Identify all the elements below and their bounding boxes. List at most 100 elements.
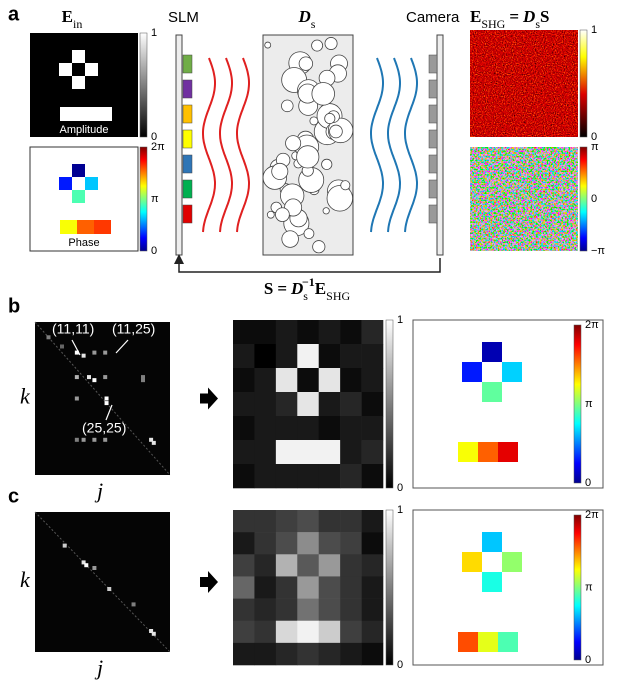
pixel bbox=[233, 416, 255, 441]
colorbar bbox=[573, 324, 582, 484]
pixel bbox=[361, 642, 384, 666]
camera-pixel bbox=[428, 129, 438, 149]
pixel bbox=[297, 620, 320, 644]
scatterer bbox=[303, 228, 315, 240]
slm-panel bbox=[175, 34, 183, 256]
pixel bbox=[361, 416, 384, 441]
matrix-element bbox=[107, 587, 112, 591]
pixel bbox=[275, 464, 298, 489]
annotation-pointer bbox=[71, 339, 81, 356]
pixel bbox=[340, 392, 362, 417]
pixel bbox=[59, 63, 72, 76]
wave bbox=[236, 57, 250, 233]
pixel bbox=[361, 392, 384, 417]
s-equation: S = Ds−1ESHG bbox=[264, 275, 351, 303]
pixel bbox=[318, 510, 341, 533]
pixel bbox=[233, 464, 255, 489]
pixel bbox=[318, 344, 341, 369]
pixel bbox=[85, 63, 98, 76]
panel-label: c bbox=[8, 485, 19, 507]
pixel bbox=[318, 416, 341, 441]
pixel bbox=[318, 320, 341, 345]
diagonal bbox=[34, 511, 171, 653]
colorbar bbox=[579, 146, 588, 252]
pixel bbox=[318, 532, 341, 555]
scatterer bbox=[266, 210, 275, 219]
pixel bbox=[502, 362, 522, 382]
scatterer bbox=[324, 37, 338, 50]
pixel bbox=[297, 576, 320, 599]
colorbar bbox=[139, 32, 148, 138]
pixel bbox=[77, 220, 94, 234]
slm-pixel bbox=[182, 204, 193, 224]
scatterer bbox=[321, 158, 333, 170]
scatterer bbox=[271, 162, 289, 180]
pixel bbox=[482, 382, 502, 402]
pixel bbox=[275, 642, 298, 666]
matrix-element bbox=[141, 375, 145, 380]
matrix-element bbox=[103, 437, 108, 442]
pixel bbox=[318, 576, 341, 599]
pixel bbox=[233, 320, 255, 345]
pixel bbox=[254, 620, 277, 644]
pixel bbox=[60, 220, 77, 234]
pixel bbox=[340, 416, 362, 441]
feedback-arrow bbox=[178, 258, 441, 273]
scatterer bbox=[324, 112, 336, 125]
pixel bbox=[254, 532, 277, 555]
pixel bbox=[361, 320, 384, 345]
pixel bbox=[275, 598, 298, 622]
pixel bbox=[254, 368, 277, 393]
equation-part: D bbox=[522, 7, 535, 26]
pixel bbox=[275, 368, 298, 393]
pixel bbox=[297, 416, 320, 441]
colorbar bbox=[573, 514, 582, 661]
scatterer bbox=[281, 99, 294, 113]
equation-part: SHG bbox=[481, 17, 505, 31]
scatterer bbox=[340, 180, 351, 191]
wave bbox=[370, 57, 384, 233]
pixel bbox=[462, 552, 482, 572]
matrix-element bbox=[46, 335, 51, 340]
pixel bbox=[458, 442, 478, 462]
pixel bbox=[482, 572, 502, 592]
matrix-element bbox=[81, 353, 86, 358]
colorbar bbox=[139, 146, 148, 252]
colorbar-label: −π bbox=[591, 245, 605, 257]
equation-part: s bbox=[535, 17, 540, 31]
matrix-element bbox=[103, 350, 108, 355]
pixel bbox=[318, 440, 341, 465]
equation-part: = bbox=[509, 7, 519, 26]
matrix-element bbox=[104, 401, 109, 406]
wave bbox=[219, 57, 233, 233]
scatterer bbox=[322, 207, 330, 215]
pixel bbox=[254, 510, 277, 533]
colorbar-label: 0 bbox=[397, 659, 403, 671]
slm-pixel bbox=[182, 79, 193, 99]
matrix-element bbox=[74, 437, 79, 442]
matrix-element bbox=[87, 375, 91, 380]
colorbar bbox=[579, 29, 588, 138]
matrix-element bbox=[149, 629, 154, 633]
pixel bbox=[297, 598, 320, 622]
matrix-element bbox=[151, 631, 156, 636]
pixel bbox=[233, 532, 255, 555]
matrix-element bbox=[84, 563, 89, 568]
scatterer bbox=[298, 56, 314, 71]
pixel bbox=[297, 510, 320, 533]
pixel bbox=[72, 164, 85, 177]
pixel bbox=[254, 464, 277, 489]
pixel bbox=[297, 440, 320, 465]
shg-phase-image bbox=[470, 147, 578, 251]
pixel bbox=[297, 368, 320, 393]
pixel bbox=[254, 554, 277, 577]
pixel bbox=[361, 576, 384, 599]
matrix-element bbox=[92, 350, 97, 355]
pixel bbox=[275, 620, 298, 644]
pixel bbox=[72, 50, 85, 63]
equation-part: S bbox=[264, 279, 273, 298]
colorbar-label: π bbox=[585, 581, 593, 593]
pixel bbox=[275, 532, 298, 555]
pixel bbox=[254, 642, 277, 666]
colorbar-label: 1 bbox=[151, 27, 157, 39]
